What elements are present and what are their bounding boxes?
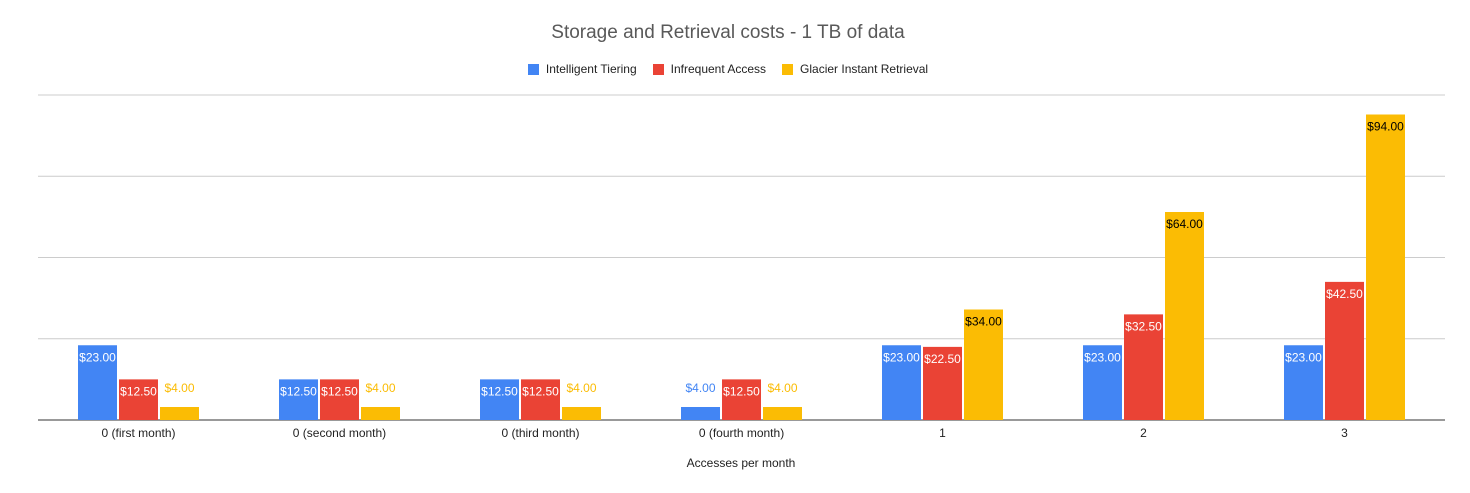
- bar: [1165, 212, 1204, 420]
- legend-swatch: [527, 63, 539, 75]
- data-label: $12.50: [723, 384, 760, 398]
- x-tick-label: 2: [1140, 426, 1147, 440]
- data-label: $94.00: [1367, 120, 1404, 134]
- data-label: $12.50: [481, 384, 518, 398]
- x-tick-label: 0 (second month): [293, 426, 386, 440]
- data-label: $34.00: [965, 315, 1002, 329]
- data-label: $23.00: [1285, 350, 1322, 364]
- bar: [1366, 114, 1405, 420]
- data-label: $12.50: [321, 384, 358, 398]
- bar: [78, 345, 117, 420]
- legend-swatch: [782, 63, 794, 75]
- bar: [882, 345, 921, 420]
- legend-item-glacier-instant-retrieval[interactable]: Glacier Instant Retrieval: [782, 62, 928, 76]
- bar: [480, 379, 519, 420]
- data-label: $4.00: [164, 381, 194, 395]
- bar: [1284, 345, 1323, 420]
- bar: [361, 407, 400, 420]
- x-tick-label: 1: [939, 426, 946, 440]
- data-label: $4.00: [767, 381, 797, 395]
- x-axis-label: Accesses per month: [686, 456, 796, 470]
- bar: [763, 407, 802, 420]
- x-tick-label: 3: [1341, 426, 1348, 440]
- chart-legend: Intelligent Tiering Infrequent Access Gl…: [0, 62, 1456, 76]
- legend-swatch: [652, 63, 664, 75]
- data-label: $12.50: [522, 384, 559, 398]
- data-label: $23.00: [79, 350, 116, 364]
- data-label: $42.50: [1326, 287, 1363, 301]
- data-label: $23.00: [883, 350, 920, 364]
- bar: [681, 407, 720, 420]
- bar: [521, 379, 560, 420]
- legend-label: Infrequent Access: [670, 62, 767, 76]
- legend-label: Intelligent Tiering: [545, 62, 637, 76]
- bar: [964, 309, 1003, 420]
- data-label: $12.50: [280, 384, 317, 398]
- bar: [1124, 314, 1163, 420]
- data-label: $12.50: [120, 384, 157, 398]
- x-tick-label: 0 (first month): [101, 426, 175, 440]
- bar: [562, 407, 601, 420]
- x-tick-label: 0 (fourth month): [699, 426, 784, 440]
- chart-title: Storage and Retrieval costs - 1 TB of da…: [551, 22, 905, 43]
- data-label: $32.50: [1125, 319, 1162, 333]
- data-label: $22.50: [924, 352, 961, 366]
- bar: [279, 379, 318, 420]
- bar: [320, 379, 359, 420]
- data-label: $4.00: [566, 381, 596, 395]
- bar: [160, 407, 199, 420]
- legend-item-infrequent-access[interactable]: Infrequent Access: [652, 62, 767, 76]
- bar: [722, 379, 761, 420]
- data-label: $4.00: [685, 381, 715, 395]
- bar: [119, 379, 158, 420]
- x-tick-label: 0 (third month): [501, 426, 579, 440]
- bar: [1083, 345, 1122, 420]
- data-label: $64.00: [1166, 217, 1203, 231]
- legend-label: Glacier Instant Retrieval: [800, 62, 929, 76]
- data-label: $23.00: [1084, 350, 1121, 364]
- legend-item-intelligent-tiering[interactable]: Intelligent Tiering: [527, 62, 637, 76]
- bar: [1325, 281, 1364, 420]
- data-label: $4.00: [365, 381, 395, 395]
- bar: [923, 346, 962, 420]
